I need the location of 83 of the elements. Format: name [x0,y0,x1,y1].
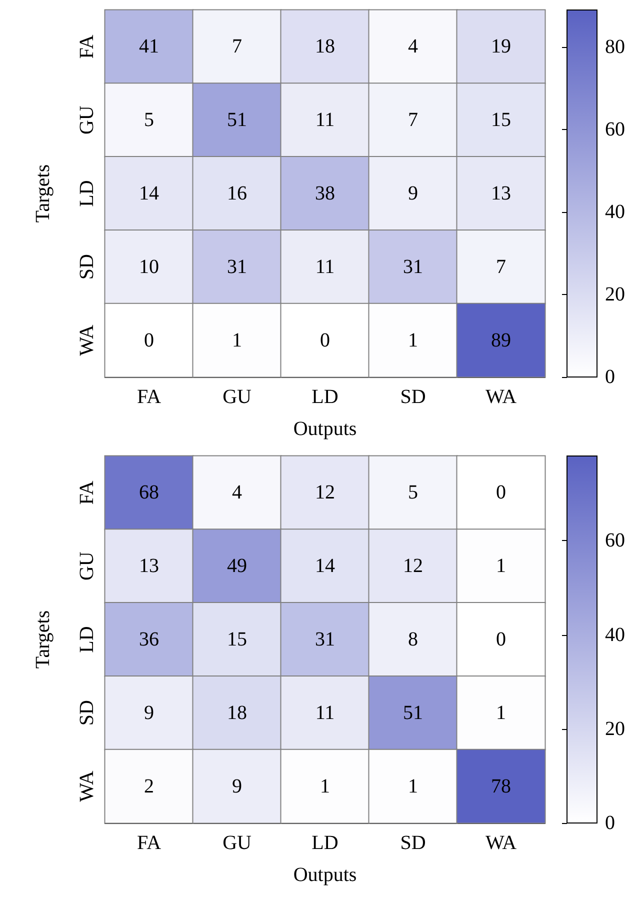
data-label: 14 [139,182,159,204]
data-label: 5 [144,109,154,132]
data-label: 1 [408,329,418,352]
data-label: 49 [227,555,247,578]
y-tick-label: LD [76,180,98,207]
x-tick-label: WA [485,832,518,854]
x-tick-label: GU [222,832,252,854]
data-label: 41 [139,36,159,58]
data-label: 0 [496,628,506,650]
y-tick-label: LD [76,626,98,653]
data-label: 5 [408,482,418,504]
data-label: 12 [315,482,335,504]
x-tick-label: FA [136,386,162,408]
data-label: 38 [315,182,335,204]
color-bar-label: 60 [605,530,625,552]
y-axis-title: Targets [32,164,54,223]
data-label: 1 [496,702,506,724]
color-bar-label: 20 [605,284,625,306]
color-bar-label: 80 [605,36,625,58]
data-label: 12 [403,555,423,578]
data-label: 7 [408,109,418,132]
data-label: 31 [315,628,335,650]
x-tick-label: LD [312,832,338,854]
data-label: 14 [315,555,335,578]
data-label: 7 [232,36,242,58]
data-label: 2 [144,775,154,798]
x-tick-label: LD [312,386,338,408]
y-axis-title: Targets [32,610,54,669]
data-label: 0 [144,329,154,352]
data-label: 18 [227,702,247,724]
data-label: 68 [139,482,159,504]
x-axis-title: Outputs [293,418,357,440]
color-bar-label: 0 [605,366,615,388]
y-tick-label: WA [76,324,98,356]
data-label: 13 [139,555,159,578]
y-tick-label: GU [76,105,98,135]
color-bar-label: 0 [605,812,615,834]
y-tick-label: FA [76,480,98,505]
data-label: 10 [139,256,159,278]
color-bar-label: 40 [605,624,625,646]
data-label: 11 [315,702,335,724]
data-label: 19 [491,36,511,58]
data-label: 0 [496,482,506,504]
data-label: 9 [408,182,418,204]
data-label: 15 [491,109,511,132]
data-label: 11 [315,256,335,278]
y-tick-label: FA [76,34,98,59]
data-label: 8 [408,628,418,650]
x-tick-label: SD [400,386,426,408]
data-label: 36 [139,628,159,650]
data-label: 16 [227,182,247,204]
y-tick-label: GU [76,551,98,581]
y-tick-label: SD [76,254,98,280]
x-tick-label: GU [222,386,252,408]
color-bar-label: 20 [605,718,625,740]
data-label: 9 [144,702,154,724]
data-label: 15 [227,628,247,650]
color-bar-label: 60 [605,118,625,141]
data-label: 1 [232,329,242,352]
data-label: 1 [496,555,506,578]
x-tick-label: FA [136,832,162,854]
data-label: 11 [315,109,335,132]
data-label: 9 [232,775,242,798]
data-label: 51 [227,109,247,132]
data-label: 1 [320,775,330,798]
data-label: 4 [408,36,418,58]
data-label: 78 [491,775,511,798]
y-tick-label: SD [76,700,98,726]
data-label: 51 [403,702,423,724]
data-label: 1 [408,775,418,798]
y-tick-label: WA [76,770,98,802]
data-label: 18 [315,36,335,58]
data-label: 31 [403,256,423,278]
color-bar-label: 40 [605,201,625,224]
data-label: 31 [227,256,247,278]
data-label: 7 [496,256,506,278]
data-label: 89 [491,329,511,352]
x-tick-label: WA [485,386,518,408]
data-label: 0 [320,329,330,352]
x-axis-title: Outputs [293,864,357,886]
x-tick-label: SD [400,832,426,854]
data-label: 13 [491,182,511,204]
data-label: 4 [232,482,242,504]
